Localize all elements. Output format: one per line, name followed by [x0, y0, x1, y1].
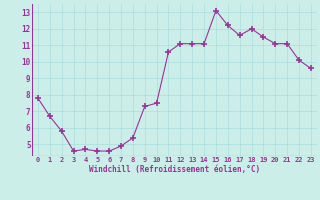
X-axis label: Windchill (Refroidissement éolien,°C): Windchill (Refroidissement éolien,°C)	[89, 165, 260, 174]
